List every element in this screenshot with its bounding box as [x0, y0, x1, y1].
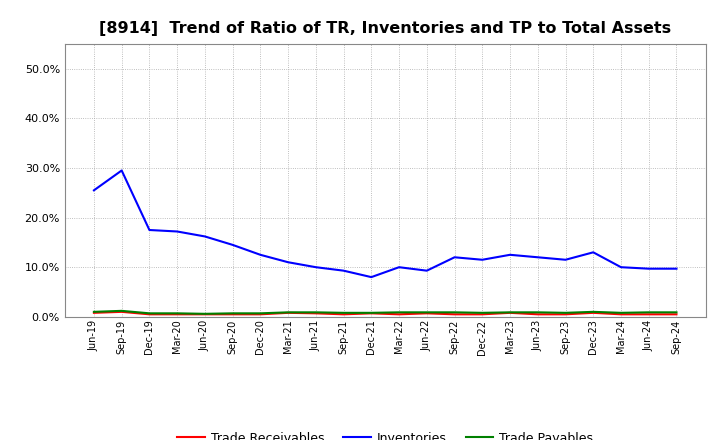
Inventories	[395, 264, 403, 270]
Inventories	[589, 249, 598, 255]
Trade Payables	[395, 310, 403, 315]
Inventories	[505, 252, 514, 257]
Trade Payables	[423, 310, 431, 315]
Trade Receivables	[145, 312, 154, 317]
Inventories	[644, 266, 653, 271]
Inventories	[145, 227, 154, 233]
Trade Payables	[145, 311, 154, 316]
Trade Receivables	[423, 311, 431, 316]
Inventories	[228, 242, 237, 248]
Trade Receivables	[367, 311, 376, 316]
Trade Receivables	[505, 310, 514, 315]
Trade Payables	[561, 310, 570, 315]
Trade Receivables	[644, 312, 653, 317]
Trade Receivables	[672, 312, 681, 317]
Title: [8914]  Trend of Ratio of TR, Inventories and TP to Total Assets: [8914] Trend of Ratio of TR, Inventories…	[99, 21, 671, 36]
Trade Payables	[173, 311, 181, 316]
Trade Payables	[644, 310, 653, 315]
Inventories	[616, 264, 625, 270]
Trade Receivables	[561, 312, 570, 317]
Trade Receivables	[256, 312, 265, 317]
Trade Payables	[201, 311, 210, 316]
Trade Payables	[450, 310, 459, 315]
Trade Payables	[339, 310, 348, 315]
Line: Trade Payables: Trade Payables	[94, 311, 677, 314]
Trade Payables	[505, 310, 514, 315]
Trade Payables	[616, 310, 625, 315]
Trade Receivables	[450, 312, 459, 317]
Inventories	[478, 257, 487, 262]
Inventories	[339, 268, 348, 273]
Trade Receivables	[589, 310, 598, 315]
Trade Payables	[228, 311, 237, 316]
Trade Receivables	[395, 312, 403, 317]
Inventories	[450, 255, 459, 260]
Inventories	[173, 229, 181, 234]
Trade Receivables	[117, 309, 126, 315]
Line: Inventories: Inventories	[94, 170, 677, 277]
Trade Receivables	[284, 310, 292, 315]
Trade Receivables	[173, 312, 181, 317]
Trade Payables	[589, 309, 598, 315]
Inventories	[89, 188, 98, 193]
Inventories	[534, 255, 542, 260]
Inventories	[256, 252, 265, 257]
Inventories	[561, 257, 570, 262]
Trade Payables	[672, 310, 681, 315]
Inventories	[312, 264, 320, 270]
Trade Payables	[367, 310, 376, 315]
Trade Payables	[89, 309, 98, 315]
Trade Receivables	[89, 310, 98, 315]
Trade Payables	[534, 310, 542, 315]
Trade Receivables	[312, 311, 320, 316]
Inventories	[201, 234, 210, 239]
Trade Receivables	[228, 312, 237, 317]
Trade Receivables	[616, 312, 625, 317]
Inventories	[423, 268, 431, 273]
Trade Receivables	[478, 312, 487, 317]
Trade Payables	[312, 310, 320, 315]
Inventories	[117, 168, 126, 173]
Legend: Trade Receivables, Inventories, Trade Payables: Trade Receivables, Inventories, Trade Pa…	[172, 427, 598, 440]
Inventories	[367, 275, 376, 280]
Trade Payables	[117, 308, 126, 313]
Trade Payables	[478, 310, 487, 315]
Trade Payables	[256, 311, 265, 316]
Trade Receivables	[201, 312, 210, 317]
Inventories	[284, 260, 292, 265]
Trade Receivables	[534, 312, 542, 317]
Inventories	[672, 266, 681, 271]
Trade Receivables	[339, 312, 348, 317]
Line: Trade Receivables: Trade Receivables	[94, 312, 677, 314]
Trade Payables	[284, 310, 292, 315]
